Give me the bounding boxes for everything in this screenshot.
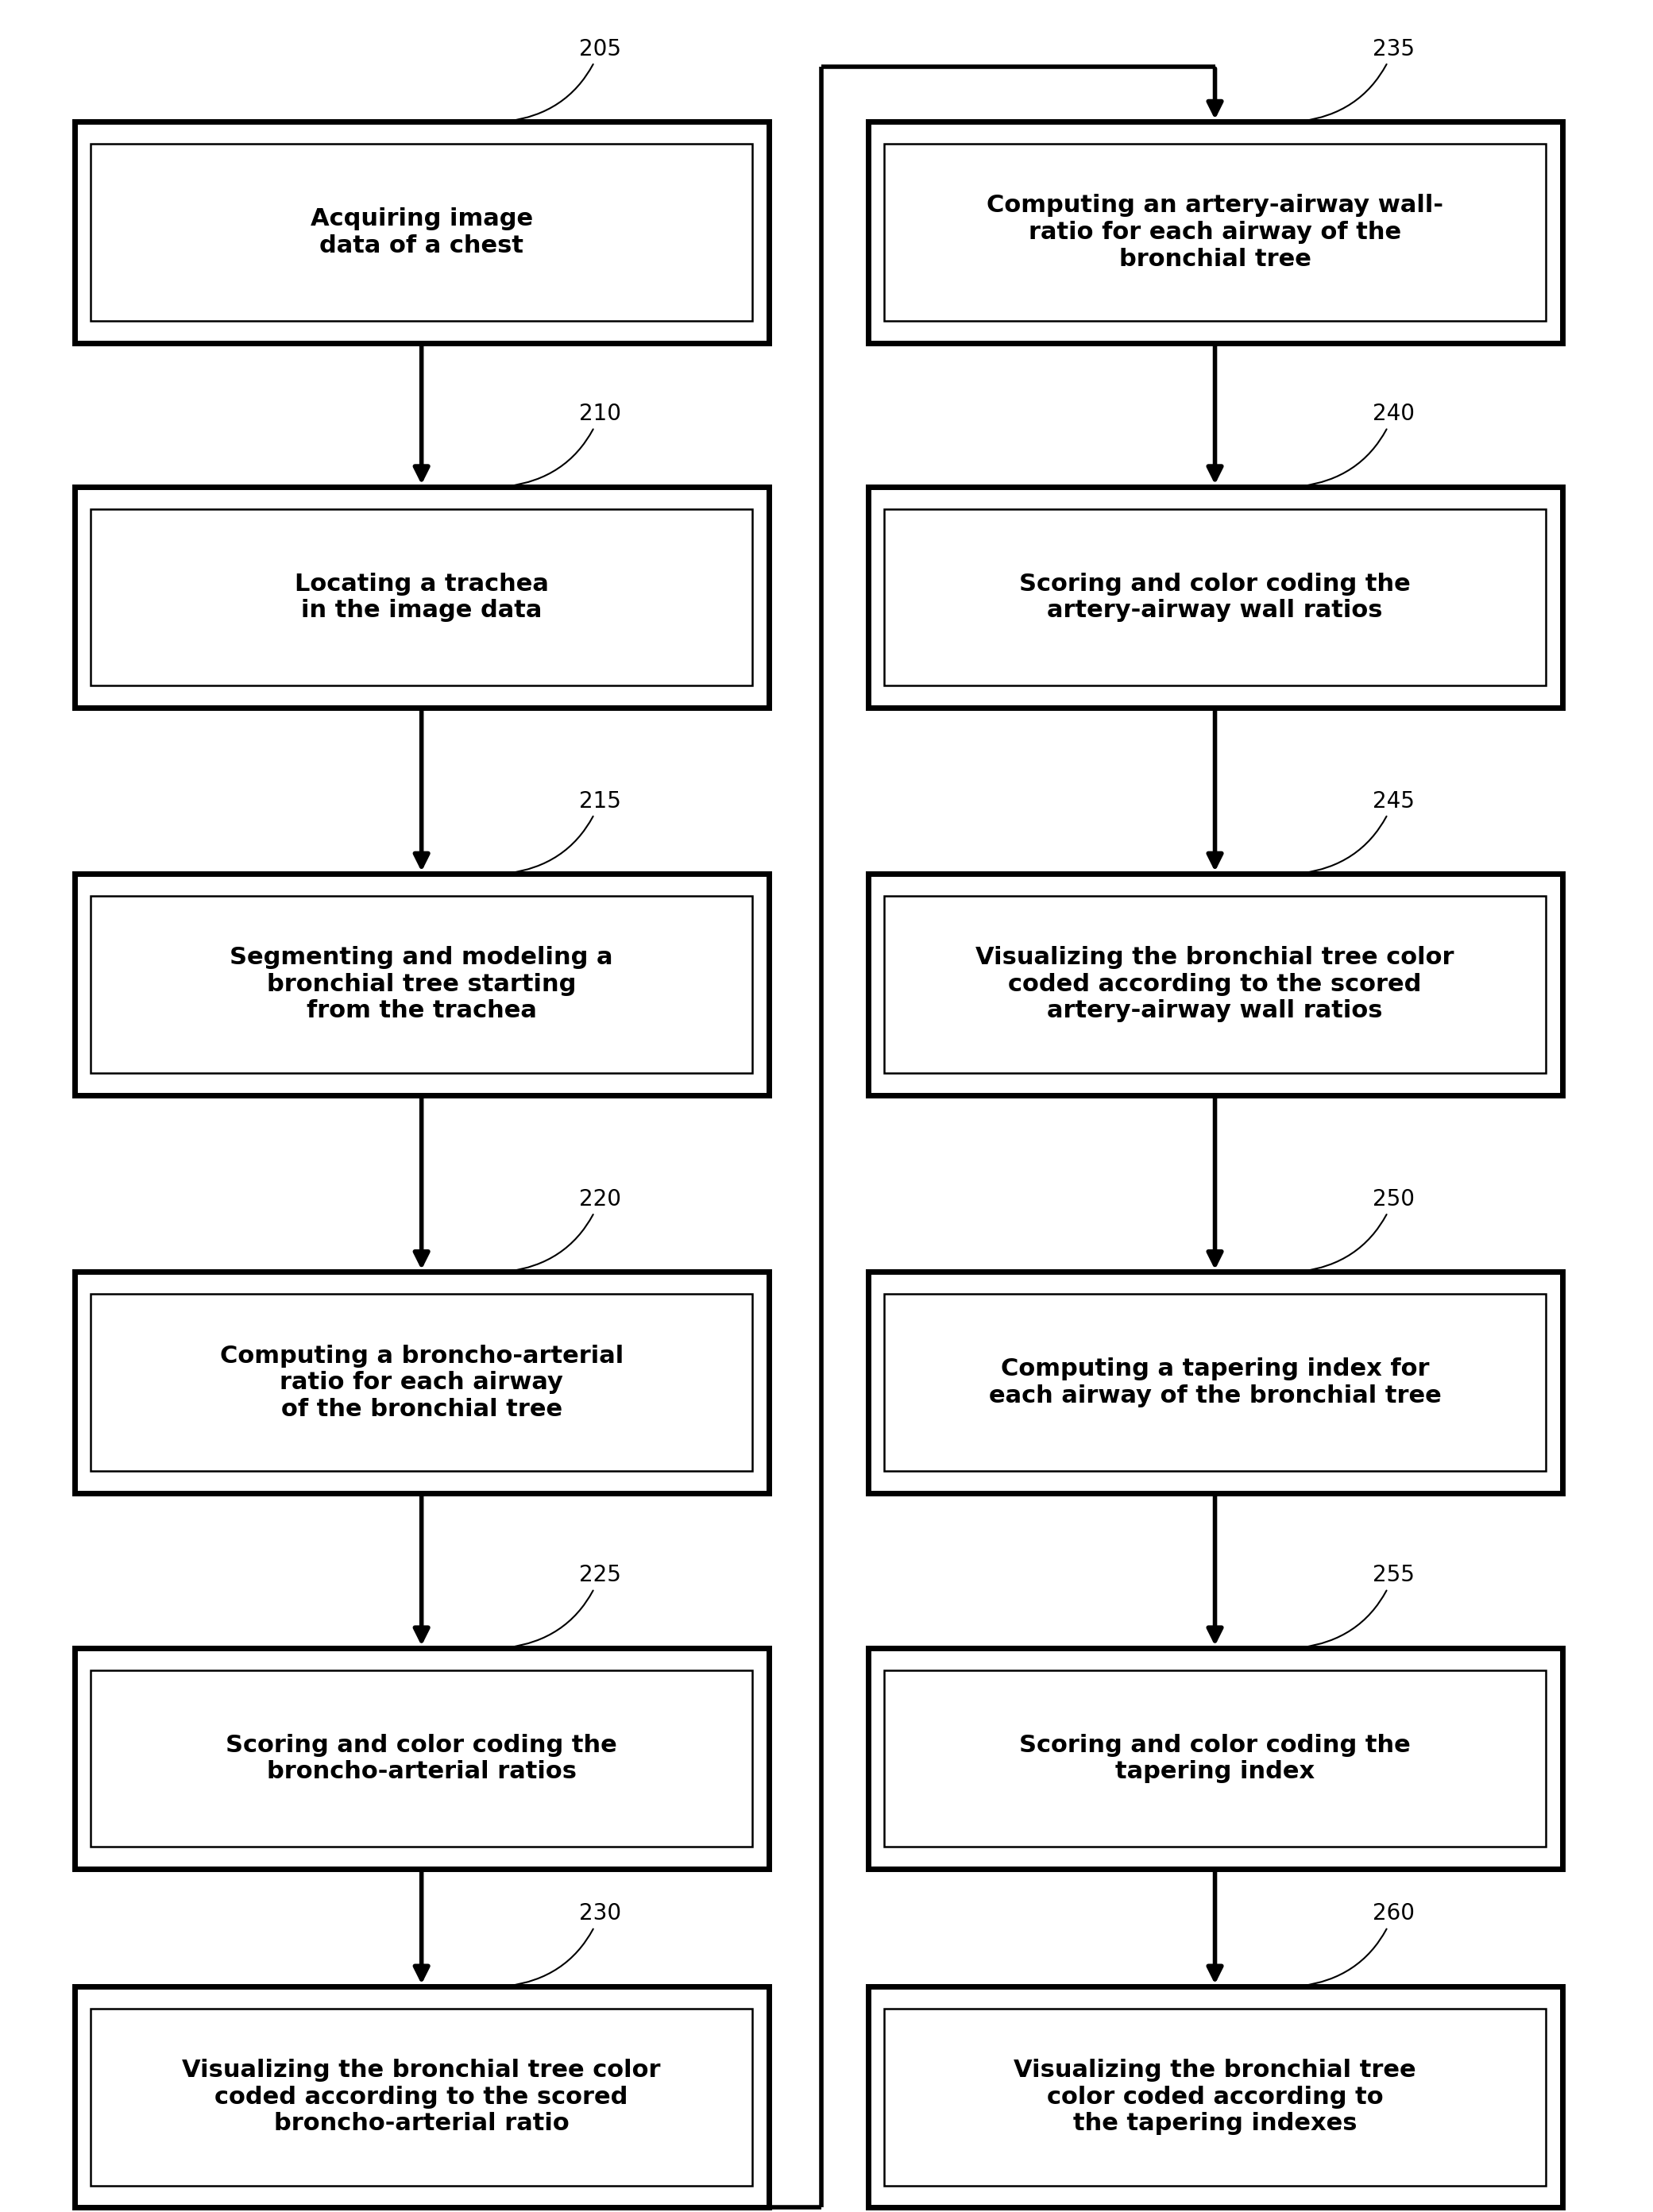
Text: Visualizing the bronchial tree
color coded according to
the tapering indexes: Visualizing the bronchial tree color cod… xyxy=(1013,2059,1417,2135)
Text: 225: 225 xyxy=(507,1564,622,1648)
Bar xyxy=(884,896,1546,1073)
Bar xyxy=(868,122,1562,343)
Text: 215: 215 xyxy=(507,790,622,874)
Bar xyxy=(884,509,1546,686)
Text: Scoring and color coding the
broncho-arterial ratios: Scoring and color coding the broncho-art… xyxy=(226,1734,617,1783)
Bar xyxy=(91,1294,752,1471)
Bar xyxy=(868,1986,1562,2208)
Bar xyxy=(91,144,752,321)
Text: Visualizing the bronchial tree color
coded according to the scored
artery-airway: Visualizing the bronchial tree color cod… xyxy=(975,947,1455,1022)
Text: Scoring and color coding the
tapering index: Scoring and color coding the tapering in… xyxy=(1020,1734,1410,1783)
Text: 220: 220 xyxy=(507,1188,622,1272)
Text: 245: 245 xyxy=(1301,790,1415,874)
Bar xyxy=(884,2008,1546,2185)
Bar xyxy=(884,1294,1546,1471)
Bar xyxy=(868,874,1562,1095)
Bar xyxy=(74,487,769,708)
Text: Segmenting and modeling a
bronchial tree starting
from the trachea: Segmenting and modeling a bronchial tree… xyxy=(230,947,613,1022)
Text: Acquiring image
data of a chest: Acquiring image data of a chest xyxy=(311,208,532,257)
Bar xyxy=(91,2008,752,2185)
Bar xyxy=(868,1272,1562,1493)
Text: 205: 205 xyxy=(507,38,622,122)
Bar xyxy=(91,896,752,1073)
Text: Scoring and color coding the
artery-airway wall ratios: Scoring and color coding the artery-airw… xyxy=(1020,573,1410,622)
Bar xyxy=(91,1670,752,1847)
Text: Computing a tapering index for
each airway of the bronchial tree: Computing a tapering index for each airw… xyxy=(988,1358,1441,1407)
Bar xyxy=(868,487,1562,708)
Bar xyxy=(74,874,769,1095)
Text: 210: 210 xyxy=(507,403,622,487)
Text: 250: 250 xyxy=(1301,1188,1415,1272)
Bar xyxy=(74,122,769,343)
Text: 235: 235 xyxy=(1301,38,1415,122)
Text: Locating a trachea
in the image data: Locating a trachea in the image data xyxy=(294,573,549,622)
Text: Computing an artery-airway wall-
ratio for each airway of the
bronchial tree: Computing an artery-airway wall- ratio f… xyxy=(987,195,1443,270)
Bar xyxy=(74,1986,769,2208)
Bar xyxy=(91,509,752,686)
Text: 230: 230 xyxy=(507,1902,622,1986)
Bar xyxy=(868,1648,1562,1869)
Bar xyxy=(884,1670,1546,1847)
Text: Computing a broncho-arterial
ratio for each airway
of the bronchial tree: Computing a broncho-arterial ratio for e… xyxy=(220,1345,623,1420)
Text: 255: 255 xyxy=(1301,1564,1415,1648)
Bar xyxy=(884,144,1546,321)
Bar xyxy=(74,1648,769,1869)
Text: 260: 260 xyxy=(1301,1902,1415,1986)
Text: Visualizing the bronchial tree color
coded according to the scored
broncho-arter: Visualizing the bronchial tree color cod… xyxy=(182,2059,661,2135)
Text: 240: 240 xyxy=(1301,403,1415,487)
Bar xyxy=(74,1272,769,1493)
